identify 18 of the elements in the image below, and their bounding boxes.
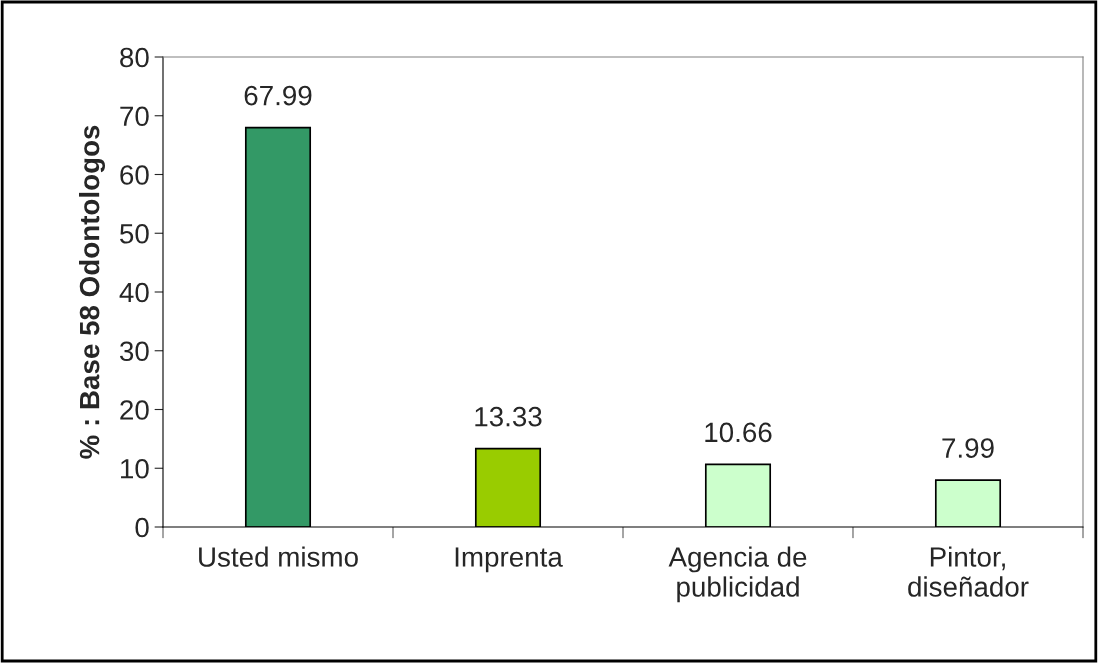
y-tick-label: 50 — [120, 223, 149, 244]
y-tick-label: 20 — [120, 400, 149, 420]
y-tick-label: 0 — [135, 517, 149, 538]
data-label: 13.33 — [475, 406, 542, 427]
x-tick-label: Imprenta — [455, 547, 563, 573]
y-tick-label: 70 — [120, 106, 149, 127]
y-tick-label: 60 — [120, 165, 149, 185]
x-tick-label: Agencia de publicidad — [668, 546, 807, 603]
data-label: 67.99 — [244, 85, 312, 106]
y-tick-label: 10 — [121, 458, 149, 479]
data-label: 10.66 — [705, 422, 772, 443]
x-tick-label: Usted mismo — [199, 546, 358, 567]
y-tick-label: 80 — [120, 47, 149, 68]
y-tick-label: 30 — [119, 341, 149, 362]
data-label: 7.99 — [942, 438, 994, 458]
x-tick-label: Pintor, diseñador — [908, 546, 1029, 597]
y-tick-label: 40 — [119, 282, 149, 303]
y-axis-title: % : Base 58 Odontologos — [79, 125, 106, 459]
